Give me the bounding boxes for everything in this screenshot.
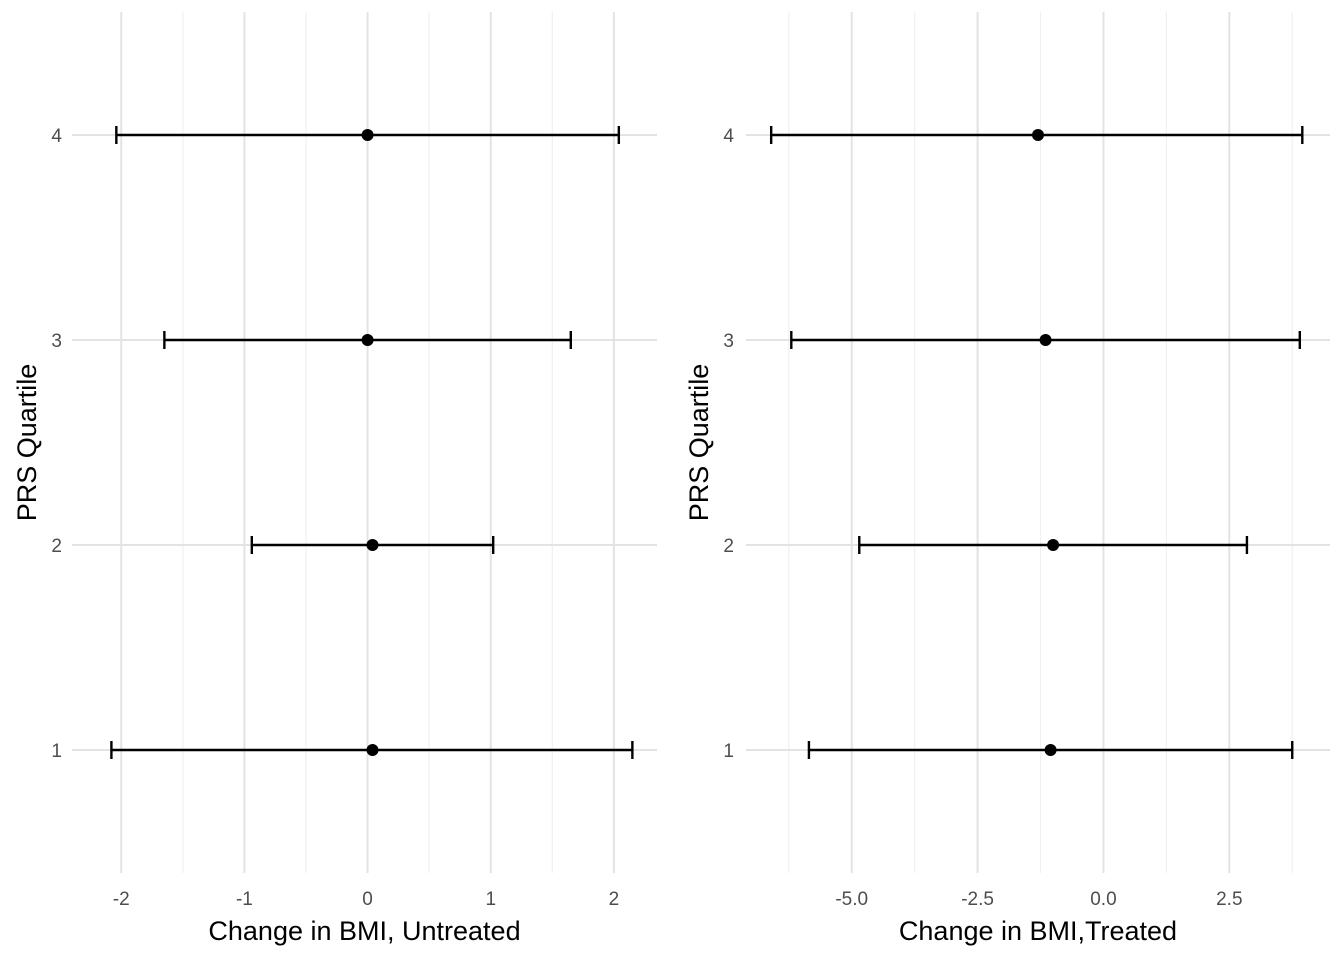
- x-tick-label: -1: [236, 889, 253, 910]
- point-estimate: [366, 539, 379, 551]
- y-tick-label: 2: [723, 536, 734, 557]
- point-estimate: [361, 129, 374, 141]
- y-ticks-treated: 1 2 3 4: [723, 126, 734, 762]
- marks-untreated: [110, 126, 634, 759]
- x-tick-label: 1: [485, 889, 496, 910]
- panel-untreated: -2 -1 0 1 2 1 2 3 4 Change in BMI, Untreated PR…: [12, 12, 657, 946]
- point-estimate: [1044, 744, 1057, 756]
- x-tick-label: -5.0: [835, 889, 868, 910]
- y-tick-label: 4: [51, 126, 62, 147]
- x-tick-label: 2: [609, 889, 620, 910]
- x-axis-title-treated: Change in BMI,Treated: [899, 916, 1177, 946]
- grid-untreated: [72, 12, 657, 873]
- point-estimate: [1047, 539, 1060, 551]
- y-tick-label: 3: [723, 331, 734, 352]
- y-tick-label: 2: [51, 536, 62, 557]
- marks-treated: [769, 126, 1304, 759]
- y-ticks-untreated: 1 2 3 4: [51, 126, 62, 762]
- x-ticks-untreated: -2 -1 0 1 2: [113, 889, 619, 910]
- x-tick-label: -2.5: [961, 889, 994, 910]
- y-tick-label: 1: [51, 741, 62, 762]
- panel-treated: -5.0 -2.5 0.0 2.5 1 2 3 4 Change in BMI,Treate…: [684, 12, 1330, 946]
- x-tick-label: -2: [113, 889, 130, 910]
- grid-treated: [746, 12, 1330, 873]
- point-estimate: [1039, 334, 1052, 346]
- x-tick-label: 2.5: [1216, 889, 1242, 910]
- y-tick-label: 3: [51, 331, 62, 352]
- x-axis-title-untreated: Change in BMI, Untreated: [208, 916, 520, 946]
- x-tick-label: 0: [362, 889, 373, 910]
- x-tick-label: 0.0: [1090, 889, 1116, 910]
- point-estimate: [1032, 129, 1044, 141]
- y-tick-label: 4: [723, 126, 734, 147]
- x-ticks-treated: -5.0 -2.5 0.0 2.5: [835, 889, 1242, 910]
- y-axis-title-treated: PRS Quartile: [684, 364, 714, 522]
- point-estimate: [366, 744, 379, 756]
- point-estimate: [361, 334, 374, 346]
- y-axis-title-untreated: PRS Quartile: [12, 364, 42, 522]
- y-tick-label: 1: [723, 741, 734, 762]
